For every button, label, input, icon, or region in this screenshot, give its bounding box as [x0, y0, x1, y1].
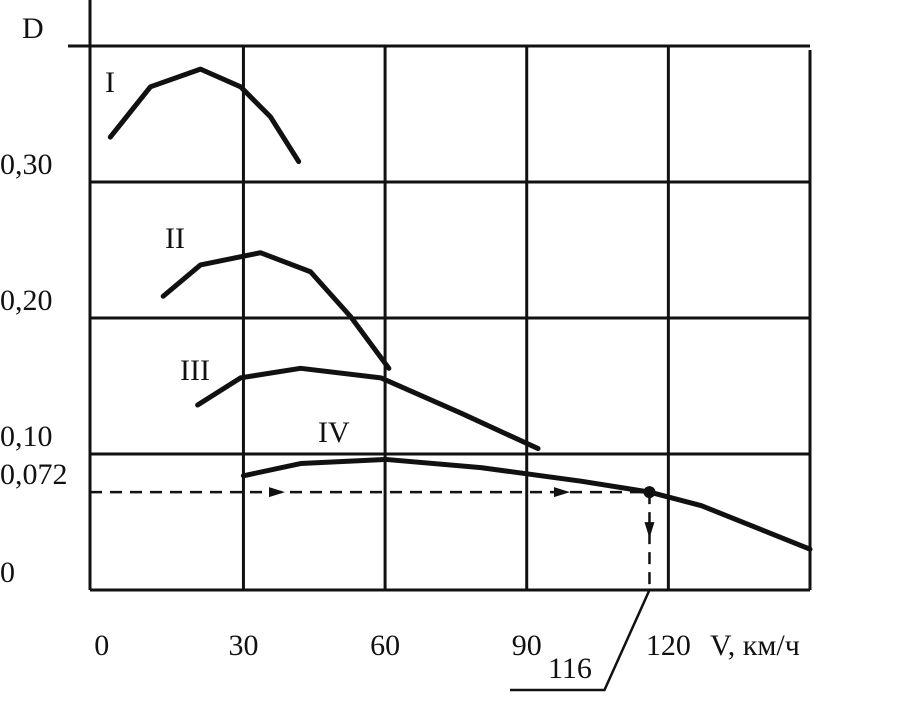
series-label: II	[165, 222, 185, 255]
marker-label: 116	[548, 652, 592, 685]
y-tick-label: 0,30	[0, 148, 53, 181]
y-axis-label: D	[22, 12, 44, 45]
curve	[160, 250, 392, 371]
curve	[195, 365, 541, 452]
x-tick-label: 30	[228, 629, 258, 662]
leader-line	[510, 589, 651, 692]
x-axis-label: V, км/ч	[710, 629, 800, 662]
y-tick-label: 0,10	[0, 420, 53, 453]
x-tick-label: 0	[94, 629, 109, 662]
y-tick-label: 0	[0, 556, 15, 589]
curve	[240, 456, 813, 552]
arrow	[269, 487, 285, 498]
y-tick-label: 0,20	[0, 284, 53, 317]
x-tick-label: 60	[370, 629, 400, 662]
x-tick-label: 120	[646, 629, 691, 662]
arrow	[554, 487, 570, 498]
series-label: III	[180, 354, 210, 387]
x-tick-label: 90	[512, 629, 542, 662]
series-label: I	[105, 66, 115, 99]
arrow	[644, 522, 655, 539]
series-label: IV	[318, 416, 350, 449]
y-tick-label: 0,072	[0, 458, 68, 491]
curve	[107, 66, 302, 165]
